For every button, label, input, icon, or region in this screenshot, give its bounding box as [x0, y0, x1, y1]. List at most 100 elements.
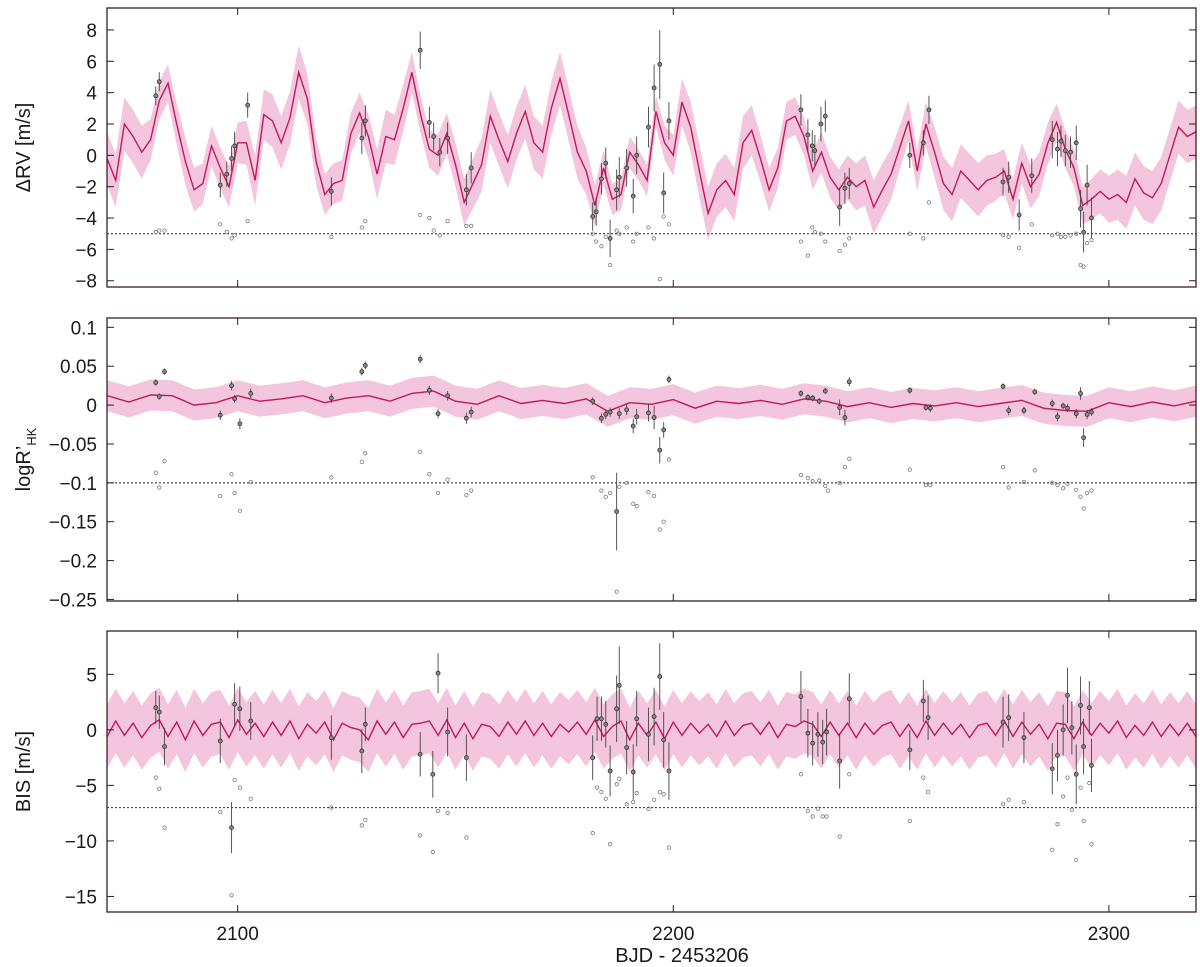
data-point — [646, 410, 651, 416]
data-point — [603, 160, 609, 166]
residual-point — [810, 225, 815, 230]
residual-point — [824, 814, 829, 819]
bis-model-curve — [107, 718, 1196, 742]
data-point — [217, 412, 223, 418]
logrhk-plot-area — [107, 355, 1196, 594]
residual-point — [1078, 785, 1083, 790]
residual-point — [1050, 233, 1055, 238]
data-point — [651, 415, 657, 420]
residual-point — [921, 236, 926, 241]
data-point — [614, 706, 620, 712]
residual-point — [842, 242, 848, 247]
residual-point — [594, 785, 600, 790]
rv-frame — [106, 7, 1197, 288]
data-point — [607, 236, 613, 241]
y-tick-label: 6 — [86, 52, 97, 73]
residual-point — [624, 225, 629, 230]
residual-point — [359, 225, 364, 230]
data-point — [445, 393, 451, 399]
residual-point — [617, 231, 622, 236]
data-point — [1006, 174, 1012, 180]
residual-point — [820, 814, 825, 819]
data-point — [846, 379, 852, 385]
residual-point — [469, 488, 474, 493]
residual-point — [1074, 487, 1079, 492]
data-point — [624, 745, 630, 751]
data-point — [1055, 414, 1060, 420]
data-point — [1029, 173, 1035, 179]
residual-point — [1050, 847, 1055, 852]
residual-point — [469, 223, 474, 228]
residual-point — [418, 449, 423, 454]
residual-point — [329, 475, 334, 480]
rv-y-axis-label: ΔRV [m/s] — [13, 103, 35, 193]
residual-point — [445, 811, 450, 816]
residual-point — [805, 253, 810, 258]
data-point — [1065, 405, 1070, 411]
residual-point — [237, 508, 242, 513]
data-point — [798, 694, 804, 699]
data-point — [614, 509, 620, 514]
y-tick-label: 8 — [86, 21, 97, 42]
residual-point — [1068, 233, 1073, 238]
data-point — [651, 85, 657, 91]
data-point — [328, 395, 334, 401]
data-point — [805, 730, 811, 736]
residual-point — [1000, 465, 1006, 470]
data-point — [362, 721, 368, 727]
data-point — [594, 716, 600, 722]
residual-point — [153, 230, 158, 235]
data-point — [248, 391, 254, 396]
data-point — [590, 214, 596, 219]
residual-point — [907, 818, 912, 824]
data-point — [1049, 401, 1055, 406]
data-point — [646, 731, 651, 737]
residual-point — [435, 808, 441, 814]
data-point — [657, 447, 663, 453]
data-point — [232, 143, 238, 149]
residual-point — [590, 831, 595, 836]
data-point — [1000, 719, 1006, 725]
residual-point — [837, 248, 842, 254]
data-point — [162, 369, 167, 375]
data-point — [359, 369, 365, 375]
data-point — [417, 356, 423, 362]
residual-point — [624, 802, 629, 807]
residual-point — [363, 219, 368, 224]
residual-point — [1006, 797, 1011, 802]
data-point — [599, 415, 604, 421]
data-point — [1049, 137, 1055, 143]
data-point — [907, 152, 913, 158]
data-point — [630, 769, 636, 775]
residual-point — [157, 786, 162, 791]
residual-point — [1089, 488, 1094, 493]
residual-point — [617, 484, 622, 489]
data-point — [1089, 409, 1094, 415]
data-point — [1089, 762, 1094, 768]
residual-point — [657, 277, 662, 282]
data-point — [156, 394, 162, 399]
data-point — [1060, 727, 1066, 733]
residual-point — [657, 789, 662, 795]
residual-point — [229, 893, 234, 898]
x-tick-label: 2100 — [217, 924, 259, 945]
residual-point — [603, 234, 608, 239]
residual-point — [837, 834, 842, 839]
residual-point — [823, 239, 828, 244]
residual-point — [661, 792, 666, 797]
data-point — [607, 768, 613, 774]
residual-point — [435, 490, 441, 496]
data-point — [805, 132, 811, 138]
data-point — [599, 716, 604, 722]
y-tick-label: 0 — [86, 396, 97, 417]
y-tick-label: −0.2 — [59, 552, 97, 573]
data-point — [237, 706, 243, 712]
data-point — [816, 398, 822, 404]
data-point — [822, 388, 828, 394]
data-point — [603, 412, 609, 417]
data-point — [616, 174, 622, 180]
residual-point — [805, 808, 810, 814]
y-tick-label: 5 — [86, 665, 97, 686]
data-point — [1058, 138, 1064, 144]
